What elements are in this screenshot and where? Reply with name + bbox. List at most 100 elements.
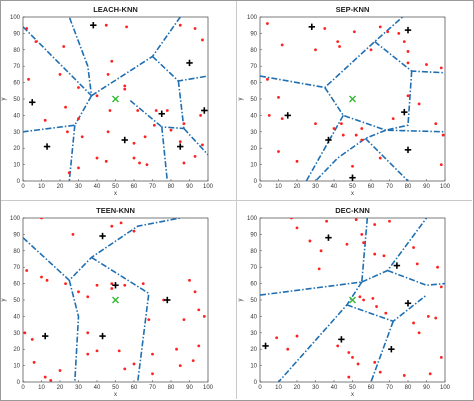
sensor-node-point	[23, 331, 27, 335]
sensor-node-point	[373, 252, 377, 256]
sensor-node-point	[110, 287, 114, 290]
cluster-boundary	[183, 127, 208, 156]
sensor-node-point	[191, 359, 195, 363]
cluster-head-marker	[393, 262, 401, 269]
sensor-node-point	[428, 372, 432, 376]
x-axis-label: x	[351, 191, 354, 197]
y-axis-label: y	[238, 98, 244, 101]
cluster-head-marker	[99, 332, 106, 340]
y-tick-label: 30	[250, 331, 257, 337]
sensor-node-point	[280, 117, 284, 121]
sensor-node-point	[43, 375, 47, 379]
x-tick-label: 100	[440, 184, 451, 190]
cluster-head-marker	[338, 336, 345, 343]
sensor-node-point	[40, 218, 43, 220]
y-tick-label: 60	[250, 282, 257, 288]
x-tick-label: 60	[131, 184, 138, 190]
sensor-node-point	[64, 282, 67, 285]
chart-title: TEEN-KNN	[96, 206, 135, 215]
sensor-node-point	[266, 22, 269, 25]
cluster-boundary	[91, 256, 150, 382]
y-tick-label: 80	[250, 249, 257, 255]
x-tick-label: 100	[203, 385, 214, 391]
y-tick-label: 90	[250, 31, 257, 37]
sink-stroke-b	[349, 296, 356, 304]
cluster-head-marker	[388, 346, 395, 353]
sensor-node-point	[356, 362, 360, 366]
sensor-node-point	[104, 23, 108, 27]
sensor-node-point	[406, 94, 410, 98]
sensor-node-point	[123, 84, 127, 88]
sensor-node-point	[110, 59, 114, 63]
cluster-head-marker	[349, 174, 356, 181]
y-tick-label: 70	[250, 64, 257, 70]
chart-title: LEACH-KNN	[93, 5, 138, 14]
cluster-boundary	[364, 137, 409, 181]
x-tick-label: 70	[149, 385, 156, 391]
sensor-node-point	[340, 122, 343, 125]
sensor-node-point	[275, 336, 279, 340]
sensor-node-point	[425, 63, 428, 66]
sensor-node-point	[25, 27, 29, 30]
x-tick-label: 70	[149, 184, 156, 190]
y-tick-label: 10	[13, 364, 20, 370]
y-tick-label: 50	[13, 298, 20, 304]
cluster-head-marker	[177, 143, 184, 150]
cluster-head-marker	[404, 146, 412, 154]
y-tick-label: 40	[13, 113, 20, 119]
sensor-node-point	[66, 130, 69, 134]
sensor-node-point	[286, 347, 290, 351]
sensor-node-point	[338, 45, 341, 48]
sensor-node-point	[406, 50, 410, 53]
sensor-node-point	[417, 331, 421, 335]
sensor-node-point	[104, 159, 108, 163]
x-tick-label: 80	[405, 385, 412, 391]
sensor-node-point	[123, 283, 127, 287]
sensor-node-point	[58, 73, 62, 76]
x-tick-label: 40	[331, 385, 338, 391]
sensor-node-point	[314, 122, 317, 125]
x-tick-label: 70	[386, 385, 393, 391]
sensor-node-point	[295, 334, 299, 338]
y-axis-label: y	[238, 299, 244, 302]
y-tick-label: 100	[247, 15, 258, 21]
sink-marker	[349, 95, 356, 103]
sensor-node-point	[178, 140, 182, 144]
data-layer	[23, 17, 208, 181]
sensor-node-point	[95, 283, 99, 287]
y-tick-label: 0	[254, 179, 258, 185]
sink-marker	[349, 296, 356, 304]
sensor-node-point	[25, 269, 29, 272]
sensor-node-point	[280, 43, 284, 47]
chart-title: SEP-KNN	[336, 5, 370, 14]
sensor-node-point	[378, 156, 382, 160]
sensor-node-point	[119, 221, 123, 225]
sensor-node-point	[178, 364, 182, 367]
sensor-node-point	[106, 73, 110, 76]
sensor-node-point	[67, 171, 71, 175]
cluster-boundary	[370, 321, 394, 382]
cluster-head-marker	[186, 59, 193, 67]
sensor-node-point	[319, 249, 323, 253]
sensor-node-point	[86, 352, 90, 356]
sensor-node-point	[132, 141, 136, 145]
sensor-node-point	[388, 219, 391, 223]
sensor-node-point	[378, 25, 382, 29]
sensor-node-point	[358, 295, 362, 299]
sensor-node-point	[277, 150, 280, 153]
x-tick-label: 20	[57, 385, 64, 391]
cluster-boundary	[68, 125, 76, 181]
sensor-node-point	[151, 372, 154, 376]
cluster-head-marker	[29, 99, 36, 106]
sensor-node-point	[436, 265, 439, 269]
data-layer	[260, 218, 445, 382]
sensor-node-point	[375, 305, 378, 308]
sensor-node-point	[182, 161, 186, 165]
y-tick-label: 0	[254, 380, 258, 386]
sensor-node-point	[434, 122, 438, 125]
sensor-node-point	[193, 27, 197, 30]
cluster-boundary	[260, 17, 404, 89]
y-tick-label: 0	[17, 179, 21, 185]
sensor-node-point	[45, 278, 49, 282]
sensor-node-point	[323, 27, 327, 30]
